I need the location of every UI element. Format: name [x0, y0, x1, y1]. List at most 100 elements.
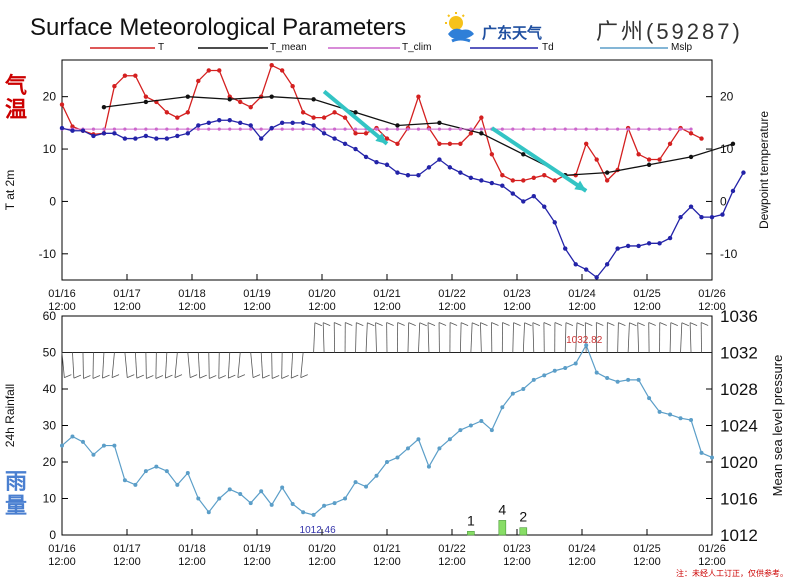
- point-t: [594, 157, 599, 162]
- point-t-clim: [647, 127, 651, 131]
- point-mslp: [510, 391, 515, 396]
- rainfall-bar-label: 1: [467, 512, 475, 528]
- point-td: [164, 136, 170, 141]
- point-t: [269, 63, 274, 68]
- point-t: [332, 110, 337, 115]
- point-mslp: [322, 503, 327, 508]
- pressure-x-tick-label: 12:00: [438, 556, 466, 568]
- point-mslp: [489, 428, 494, 433]
- temp-y-tick-label: 10: [43, 142, 57, 156]
- wind-barb-icon: [290, 352, 299, 379]
- point-mslp: [447, 437, 452, 442]
- point-t-clim: [689, 127, 693, 131]
- point-mslp: [468, 423, 473, 428]
- point-td: [458, 170, 463, 175]
- point-mslp: [259, 489, 264, 494]
- rainfall-side-label: 雨量: [4, 469, 27, 518]
- logo-text: 广东天气: [482, 25, 543, 42]
- point-t: [667, 141, 673, 147]
- pressure-x-tick-label: 01/17: [113, 543, 141, 555]
- point-t: [290, 83, 295, 89]
- point-t-clim: [332, 127, 337, 131]
- point-td: [709, 214, 715, 220]
- point-td: [258, 136, 264, 141]
- point-t: [636, 152, 641, 157]
- pressure-y-tick-label: 1020: [720, 453, 758, 472]
- point-t: [563, 173, 568, 178]
- point-t-mean: [185, 94, 191, 99]
- wind-barb-icon: [208, 352, 217, 379]
- rain-y-tick-label: 40: [43, 382, 57, 396]
- pressure-x-tick-label: 12:00: [243, 556, 271, 568]
- point-mslp: [636, 377, 641, 382]
- wind-barb-icon: [617, 322, 626, 353]
- point-t-clim: [668, 127, 672, 131]
- point-mslp: [563, 366, 568, 371]
- point-t-clim: [301, 127, 305, 131]
- station-label: 广州(59287): [596, 19, 743, 44]
- point-t: [573, 173, 578, 178]
- point-t: [238, 99, 243, 105]
- point-t: [384, 136, 390, 141]
- wind-barb-icon: [124, 352, 135, 378]
- point-td: [154, 136, 159, 141]
- point-t: [447, 141, 453, 147]
- wind-barb-icon: [111, 352, 120, 378]
- point-mslp: [60, 443, 64, 448]
- point-mslp: [206, 510, 211, 515]
- point-t-clim: [542, 127, 546, 131]
- pressure-x-tick-label: 01/22: [438, 543, 466, 555]
- rain-y-tick-label: 50: [43, 346, 57, 360]
- point-t-mean: [604, 170, 610, 175]
- point-t-clim: [60, 127, 64, 131]
- wind-barb-icon: [61, 352, 72, 378]
- disclaimer-note: 注：未经人工订正，仅供参考。: [676, 569, 788, 578]
- point-t-clim: [186, 127, 190, 131]
- point-t: [405, 125, 411, 131]
- wind-barb-icon: [92, 352, 101, 379]
- point-t: [374, 125, 379, 131]
- point-mslp: [343, 496, 348, 501]
- point-mslp: [133, 482, 138, 487]
- wind-barb-icon: [386, 322, 394, 353]
- point-mslp: [689, 418, 694, 423]
- pressure-y-tick-label: 1016: [720, 490, 758, 509]
- pressure-y-tick-label: 1028: [720, 380, 758, 399]
- point-t-clim: [500, 127, 504, 131]
- point-t-mean: [688, 154, 694, 160]
- pressure-x-tick-label: 01/25: [633, 543, 661, 555]
- point-td: [468, 175, 474, 181]
- point-t: [91, 132, 96, 137]
- point-t-clim: [511, 127, 515, 131]
- legend-label-t_mean: T_mean: [270, 42, 307, 53]
- point-td: [91, 133, 96, 139]
- point-t-clim: [427, 127, 431, 131]
- point-t-clim: [374, 127, 379, 131]
- point-t: [321, 115, 327, 120]
- point-mslp: [80, 439, 85, 444]
- point-t: [143, 94, 149, 99]
- dewpoint-axis-label: Dewpoint temperature: [757, 111, 771, 229]
- point-t: [342, 115, 348, 120]
- wind-barb-icon: [407, 322, 416, 353]
- point-t-clim: [270, 127, 274, 131]
- wind-barb-icon: [584, 322, 593, 353]
- point-t-clim: [144, 127, 148, 131]
- wind-barb-icon: [365, 322, 375, 353]
- page-title: Surface Meteorological Parameters: [30, 14, 407, 41]
- point-td: [479, 178, 484, 183]
- wind-barb-icon: [134, 352, 144, 379]
- point-t-clim: [364, 127, 368, 131]
- point-t-clim: [280, 127, 284, 131]
- point-t-mean: [646, 162, 652, 167]
- temp-x-tick-label: 01/24: [568, 288, 596, 300]
- point-t-clim: [196, 127, 200, 131]
- point-t: [552, 178, 557, 183]
- point-mslp: [112, 443, 117, 448]
- pressure-x-tick-label: 12:00: [503, 556, 531, 568]
- pressure-x-tick-label: 12:00: [308, 556, 336, 568]
- pressure-y-tick-label: 1036: [720, 307, 758, 326]
- point-t: [531, 175, 536, 181]
- temp-x-tick-label: 01/23: [503, 288, 531, 300]
- point-td: [510, 191, 516, 196]
